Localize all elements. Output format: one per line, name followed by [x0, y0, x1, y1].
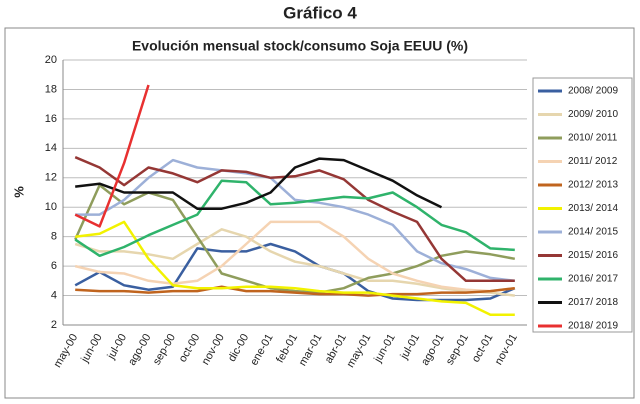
- y-tick-label: 8: [51, 231, 57, 243]
- y-tick-label: 4: [51, 289, 57, 301]
- series-line: [74, 84, 150, 228]
- legend-label: 2012/ 2013: [568, 180, 618, 191]
- series-line: [75, 220, 515, 316]
- y-tick-label: 10: [45, 201, 57, 213]
- legend-label: 2009/ 2010: [568, 109, 618, 120]
- y-tick-label: 16: [45, 113, 57, 125]
- y-tick-label: 2: [51, 319, 57, 331]
- legend-label: 2018/ 2019: [568, 321, 618, 332]
- legend-label: 2015/ 2016: [568, 250, 618, 261]
- y-tick-label: 14: [45, 142, 57, 154]
- legend-label: 2016/ 2017: [568, 274, 618, 285]
- series-line: [74, 220, 515, 293]
- legend-label: 2008/ 2009: [568, 86, 618, 97]
- series-line: [74, 242, 516, 302]
- series-line: [74, 179, 515, 258]
- y-tick-label: 6: [51, 260, 57, 272]
- series-line: [75, 158, 515, 283]
- y-tick-label: 20: [45, 54, 57, 66]
- series-line: [75, 157, 443, 210]
- chart-subtitle: Evolución mensual stock/consumo Soja EEU…: [132, 38, 468, 54]
- y-tick-label: 12: [45, 172, 57, 184]
- legend-label: 2014/ 2015: [568, 227, 618, 238]
- legend-label: 2011/ 2012: [568, 156, 618, 167]
- y-tick-label: 18: [45, 83, 57, 95]
- legend-box: [532, 77, 633, 333]
- series-line: [75, 285, 515, 297]
- series-line: [74, 156, 515, 283]
- legend-label: 2010/ 2011: [568, 133, 618, 144]
- legend-label: 2017/ 2018: [568, 297, 618, 308]
- series-line: [74, 228, 515, 297]
- chart-title: Gráfico 4: [283, 3, 357, 22]
- y-axis-label: %: [11, 186, 26, 198]
- legend-label: 2013/ 2014: [568, 203, 618, 214]
